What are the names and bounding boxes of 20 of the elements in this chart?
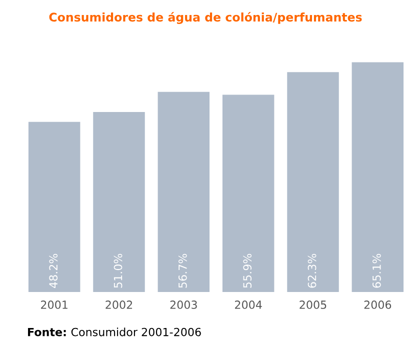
bar: [287, 72, 339, 292]
source-note: Fonte: Consumidor 2001-2006: [28, 328, 201, 336]
data-label: 48.2%: [49, 254, 58, 288]
x-tick-label: 2003: [170, 300, 197, 309]
x-tick-label: 2005: [300, 300, 326, 309]
bar: [352, 62, 404, 292]
bar: [28, 122, 80, 292]
data-label: 65.1%: [372, 254, 381, 288]
data-label: 56.7%: [178, 254, 187, 288]
chart-title: Consumidores de água de colónia/perfumantes: [49, 12, 362, 24]
bar: [93, 112, 145, 292]
data-label: 62.3%: [308, 254, 316, 288]
x-tick-label: 2001: [41, 300, 68, 309]
x-tick-label: 2006: [364, 300, 392, 309]
data-label: 55.9%: [243, 254, 252, 288]
bar: [222, 94, 274, 292]
bar: [158, 92, 210, 292]
x-tick-label: 2002: [106, 300, 132, 309]
data-label: 51.0%: [114, 254, 122, 288]
x-tick-label: 2004: [235, 300, 262, 309]
